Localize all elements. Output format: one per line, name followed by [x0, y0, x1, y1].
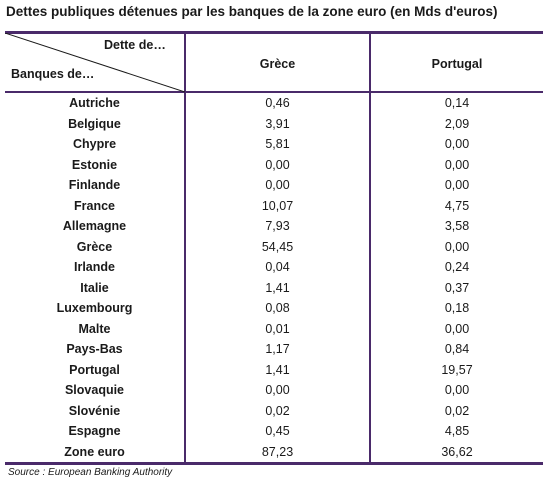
table-body: Autriche 0,46 0,14 Belgique 3,91 2,09 Chypre…	[5, 93, 543, 462]
portugal-value: 0,00	[444, 383, 470, 397]
table-row: Autriche 0,46 0,14	[5, 93, 543, 114]
table-row: Portugal 1,41 19,57	[5, 360, 543, 381]
table-row: Italie 1,41 0,37	[5, 278, 543, 299]
table-row: Luxembourg 0,08 0,18	[5, 298, 543, 319]
grece-value: 1,41	[265, 280, 290, 295]
grece-value: 0,01	[265, 321, 290, 336]
table-row: Pays-Bas 1,17 0,84	[5, 339, 543, 360]
bank-cell: Allemagne	[62, 219, 127, 233]
corner-header-bottom: Banques de…	[11, 67, 95, 81]
portugal-value: 4,85	[444, 424, 470, 438]
bank-cell: Grèce	[76, 239, 113, 254]
portugal-value: 36,62	[441, 444, 473, 459]
grece-value: 0,00	[265, 157, 290, 172]
portugal-value: 0,00	[444, 137, 470, 151]
table-row: Allemagne 7,93 3,58	[5, 216, 543, 237]
corner-header-top: Dette de…	[104, 38, 166, 52]
table-row: Malte 0,01 0,00	[5, 319, 543, 340]
bank-cell: Luxembourg	[56, 301, 133, 315]
grece-value: 1,41	[265, 362, 290, 377]
portugal-value: 19,57	[441, 362, 473, 377]
portugal-value: 0,14	[444, 96, 470, 110]
bank-cell: Irlande	[74, 260, 115, 274]
table-row: France 10,07 4,75	[5, 196, 543, 217]
table-row: Estonie 0,00 0,00	[5, 155, 543, 176]
bank-cell: Malte	[78, 321, 111, 336]
grece-value: 7,93	[265, 219, 290, 233]
grece-value: 10,07	[261, 198, 294, 213]
bank-cell: Portugal	[69, 362, 120, 377]
grece-value: 87,23	[261, 444, 294, 459]
bottom-rule	[5, 462, 543, 465]
column-header-portugal: Portugal	[431, 57, 483, 71]
portugal-value: 0,02	[444, 403, 470, 418]
table-title: Dettes publiques détenues par les banque…	[6, 4, 498, 19]
bank-cell: Italie	[80, 280, 109, 295]
portugal-value: 3,58	[444, 219, 470, 233]
column-divider-2	[369, 33, 371, 463]
portugal-value: 0,00	[444, 321, 470, 336]
grece-value: 3,91	[265, 116, 290, 131]
table-row: Chypre 5,81 0,00	[5, 134, 543, 155]
bank-cell: Slovénie	[68, 403, 121, 418]
portugal-value: 0,00	[444, 157, 470, 172]
table-row-total: Zone euro 87,23 36,62	[5, 442, 543, 463]
bank-cell: Chypre	[72, 137, 117, 151]
bank-cell: Zone euro	[64, 444, 125, 459]
bank-cell: Estonie	[71, 157, 118, 172]
portugal-value: 2,09	[444, 116, 470, 131]
table-row: Slovaquie 0,00 0,00	[5, 380, 543, 401]
portugal-value: 0,24	[444, 260, 470, 274]
source-note: Source : European Banking Authority	[8, 467, 173, 478]
grece-value: 0,46	[265, 96, 290, 110]
grece-value: 0,02	[265, 403, 290, 418]
table-row: Slovénie 0,02 0,02	[5, 401, 543, 422]
grece-value: 0,45	[265, 424, 290, 438]
bank-cell: Pays-Bas	[66, 342, 123, 356]
column-divider-1	[184, 33, 186, 463]
bank-cell: Finlande	[68, 178, 121, 192]
grece-value: 0,00	[265, 383, 290, 397]
portugal-value: 0,84	[444, 342, 470, 356]
top-rule	[5, 31, 543, 34]
grece-value: 0,00	[265, 178, 290, 192]
table-row: Finlande 0,00 0,00	[5, 175, 543, 196]
bank-cell: Belgique	[68, 116, 121, 131]
portugal-value: 0,18	[444, 301, 470, 315]
bank-cell: Autriche	[69, 96, 120, 110]
bank-cell: Espagne	[68, 424, 121, 438]
portugal-value: 4,75	[444, 198, 470, 213]
table-row: Espagne 0,45 4,85	[5, 421, 543, 442]
grece-value: 1,17	[265, 342, 290, 356]
header-rule	[5, 91, 543, 93]
portugal-value: 0,00	[444, 239, 470, 254]
table-row: Belgique 3,91 2,09	[5, 114, 543, 135]
table-row: Irlande 0,04 0,24	[5, 257, 543, 278]
corner-diagonal	[5, 33, 185, 93]
table-row: Grèce 54,45 0,00	[5, 237, 543, 258]
grece-value: 0,04	[265, 260, 290, 274]
bank-cell: France	[74, 198, 115, 213]
portugal-value: 0,00	[444, 178, 470, 192]
bank-cell: Slovaquie	[64, 383, 125, 397]
grece-value: 54,45	[261, 239, 294, 254]
portugal-value: 0,37	[444, 280, 470, 295]
column-header-grece: Grèce	[259, 57, 296, 71]
grece-value: 5,81	[265, 137, 290, 151]
grece-value: 0,08	[265, 301, 290, 315]
